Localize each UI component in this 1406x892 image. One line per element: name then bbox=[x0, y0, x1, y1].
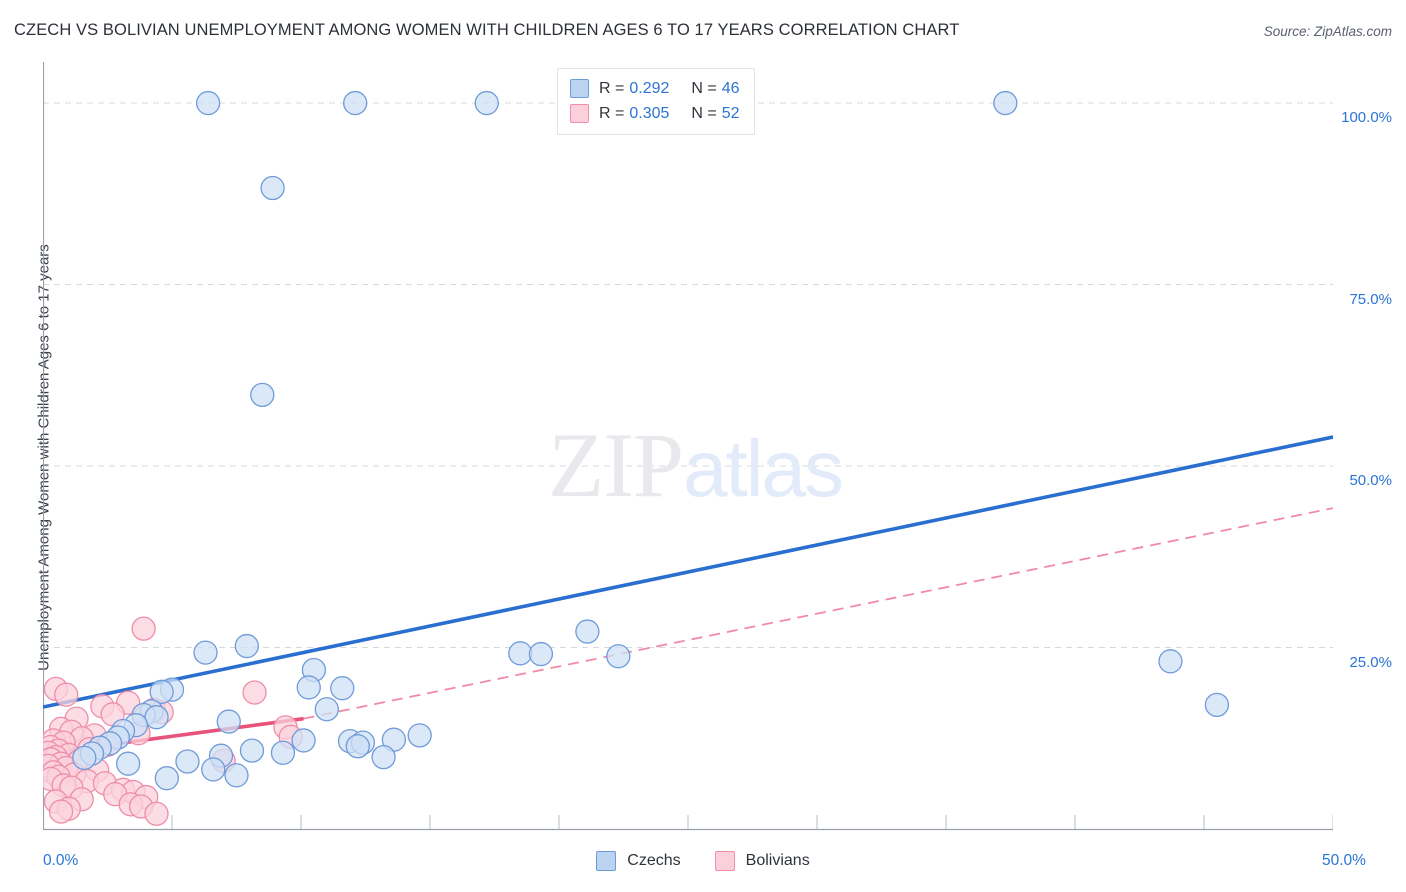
data-point bbox=[474, 90, 499, 116]
data-point bbox=[528, 641, 554, 667]
trendline-czechs bbox=[43, 435, 1333, 709]
czechs-r-value: 0.292 bbox=[629, 79, 670, 97]
czechs-r-key: R = bbox=[599, 79, 625, 97]
series-legend: Czechs Bolivians bbox=[0, 851, 1406, 871]
bolivians-r-value: 0.305 bbox=[629, 104, 670, 122]
data-point bbox=[175, 749, 200, 774]
czechs-n-value: 46 bbox=[721, 79, 740, 97]
data-point bbox=[54, 682, 79, 707]
bolivians-r-key: R = bbox=[599, 104, 625, 122]
data-point bbox=[224, 763, 249, 788]
czechs-n-key: N = bbox=[691, 79, 717, 97]
page-title: CZECH VS BOLIVIAN UNEMPLOYMENT AMONG WOM… bbox=[14, 21, 960, 39]
czechs-swatch-icon bbox=[570, 79, 589, 98]
data-point bbox=[144, 801, 169, 826]
bolivians-n-key: N = bbox=[691, 104, 717, 122]
data-point bbox=[239, 738, 265, 763]
data-point bbox=[242, 680, 267, 705]
legend-item-czechs[interactable]: Czechs bbox=[596, 851, 681, 871]
data-point bbox=[343, 90, 368, 116]
data-point bbox=[1158, 649, 1183, 674]
data-point bbox=[508, 641, 533, 666]
stats-row-bolivians: R = 0.305 N = 52 bbox=[570, 101, 740, 126]
correlation-stats-legend: R = 0.292 N = 46 R = 0.305 N = 52 bbox=[557, 68, 755, 135]
y-tick-label-100: 100.0% bbox=[1341, 109, 1392, 127]
plot-svg bbox=[43, 62, 1333, 831]
points-bolivians bbox=[43, 616, 303, 826]
data-point bbox=[345, 734, 370, 759]
data-point bbox=[575, 619, 600, 644]
x-tick-label-max: 50.0% bbox=[1322, 852, 1366, 869]
data-point bbox=[606, 644, 631, 669]
scatter-plot bbox=[43, 62, 1333, 834]
y-tick-label-50: 50.0% bbox=[1349, 472, 1392, 490]
data-point bbox=[291, 728, 316, 753]
data-point bbox=[154, 766, 179, 791]
data-point bbox=[115, 751, 141, 776]
y-tick-label-75: 75.0% bbox=[1349, 290, 1392, 308]
source-attribution: Source: ZipAtlas.com bbox=[1263, 24, 1392, 39]
data-point bbox=[270, 740, 296, 765]
czechs-legend-swatch-icon bbox=[596, 851, 617, 871]
bolivians-swatch-icon bbox=[570, 104, 589, 123]
data-point bbox=[371, 744, 396, 770]
data-point bbox=[195, 90, 221, 116]
data-point bbox=[216, 709, 241, 734]
czechs-legend-label: Czechs bbox=[627, 852, 681, 869]
x-tick-label-min: 0.0% bbox=[43, 852, 79, 869]
data-point bbox=[407, 723, 432, 748]
data-point bbox=[260, 175, 285, 201]
data-point bbox=[193, 640, 218, 665]
data-point bbox=[250, 382, 275, 408]
data-point bbox=[201, 757, 226, 782]
y-tick-label-25: 25.0% bbox=[1349, 653, 1392, 671]
trendline-dashed-bolivians bbox=[303, 507, 1333, 720]
data-point bbox=[131, 616, 156, 641]
data-point bbox=[314, 697, 339, 722]
data-point bbox=[993, 90, 1018, 116]
data-point bbox=[1204, 692, 1230, 718]
data-point bbox=[144, 705, 169, 730]
stats-row-czechs: R = 0.292 N = 46 bbox=[570, 76, 740, 101]
legend-item-bolivians[interactable]: Bolivians bbox=[714, 851, 810, 871]
data-point bbox=[330, 676, 355, 701]
points-czechs bbox=[72, 90, 1230, 791]
data-point bbox=[296, 675, 321, 700]
data-point bbox=[149, 679, 174, 704]
bolivians-legend-swatch-icon bbox=[714, 851, 735, 871]
data-point bbox=[234, 633, 259, 659]
data-point bbox=[72, 745, 97, 771]
bolivians-legend-label: Bolivians bbox=[745, 852, 810, 869]
bolivians-n-value: 52 bbox=[721, 104, 740, 122]
data-point bbox=[48, 799, 74, 824]
